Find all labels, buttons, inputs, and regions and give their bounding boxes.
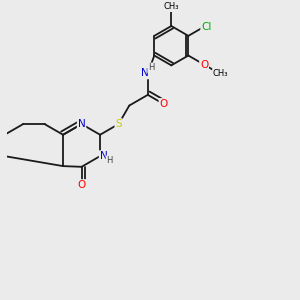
Text: N: N xyxy=(100,151,107,161)
Text: N: N xyxy=(78,119,86,129)
Text: O: O xyxy=(200,60,208,70)
Text: CH₃: CH₃ xyxy=(164,2,179,10)
Text: H: H xyxy=(106,156,113,165)
Text: N: N xyxy=(140,68,148,79)
Text: O: O xyxy=(77,180,86,190)
Text: S: S xyxy=(115,119,122,129)
Text: CH₃: CH₃ xyxy=(213,69,228,78)
Text: O: O xyxy=(159,99,168,109)
Text: Cl: Cl xyxy=(201,22,212,32)
Text: H: H xyxy=(148,63,154,72)
